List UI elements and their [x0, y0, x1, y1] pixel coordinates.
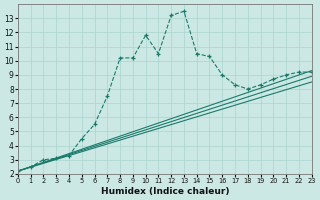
X-axis label: Humidex (Indice chaleur): Humidex (Indice chaleur): [100, 187, 229, 196]
